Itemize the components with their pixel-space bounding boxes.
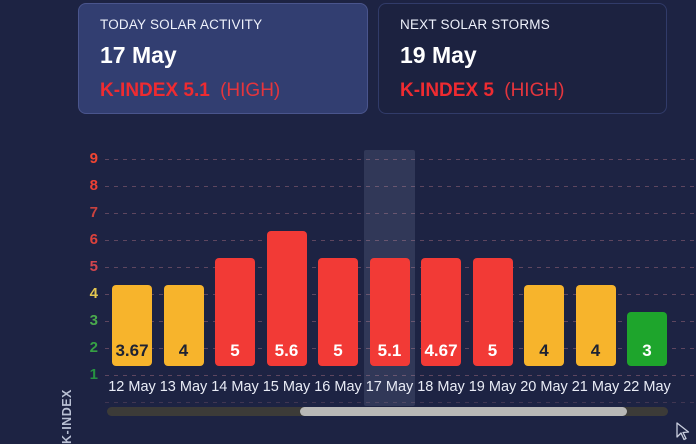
chart-horizontal-scrollbar-thumb[interactable] [300,407,627,416]
bar-17-May[interactable] [369,258,410,366]
bar-value-16-May: 5 [333,341,343,360]
today-kindex-level: (HIGH) [220,80,281,101]
y-tick-label-8: 8 [89,177,98,194]
bar-value-18-May: 4.67 [424,341,458,360]
x-axis-label-18-May: 18 May [417,379,465,395]
gridline-7 [105,213,696,214]
x-axis-label-15-May: 15 May [262,379,311,395]
x-axis-label-21-May: 21 May [571,379,620,395]
bar-value-13-May: 4 [178,341,189,360]
bar-value-12-May: 3.67 [115,341,149,360]
next-card-title: NEXT SOLAR STORMS [400,17,550,32]
bar-value-20-May: 4 [539,341,549,360]
x-axis-label-20-May: 20 May [520,379,568,395]
bar-value-14-May: 5 [230,341,240,360]
y-tick-label-5: 5 [89,258,98,275]
x-axis-label-17-May: 17 May [365,379,414,395]
bar-12-May[interactable] [112,285,152,366]
y-tick-label-2: 2 [89,339,98,356]
bar-18-May[interactable] [421,258,461,366]
bar-value-17-May: 5.1 [377,341,402,360]
gridline-9 [105,159,696,160]
x-axis-label-12-May: 12 May [108,379,156,395]
x-axis-label-19-May: 19 May [468,379,517,395]
gridline-0 [105,402,696,403]
x-axis-label-16-May: 16 May [314,379,362,395]
gridline-1 [105,375,696,376]
today-card-title: TODAY SOLAR ACTIVITY [100,17,263,32]
today-solar-activity-card: TODAY SOLAR ACTIVITY 17 May K-INDEX 5.1 … [78,3,368,114]
mouse-cursor-icon [676,422,690,441]
bar-20-May[interactable] [524,285,564,366]
next-kindex-value: K-INDEX 5 [400,80,494,101]
bar-16-May[interactable] [318,258,358,366]
x-axis-label-22-May: 22 May [623,379,671,395]
x-axis-label-14-May: 14 May [211,379,259,395]
next-solar-storms-card: NEXT SOLAR STORMS 19 May K-INDEX 5 (HIGH… [378,3,667,114]
y-tick-label-7: 7 [89,204,98,221]
chart-horizontal-scrollbar-track[interactable] [107,407,668,416]
bar-21-May[interactable] [575,285,616,366]
next-kindex-level: (HIGH) [504,80,565,101]
bar-value-19-May: 5 [487,341,498,360]
x-axis-label-13-May: 13 May [159,379,208,395]
y-tick-label-6: 6 [89,231,98,248]
bar-value-21-May: 4 [590,341,601,360]
gridline-6 [105,240,696,241]
next-card-date: 19 May [400,42,477,68]
bar-13-May[interactable] [163,285,204,366]
today-card-date: 17 May [100,42,177,68]
y-axis-title: K-INDEX [60,389,74,444]
bar-19-May[interactable] [472,258,513,366]
y-tick-label-9: 9 [89,150,98,167]
bar-22-May[interactable] [627,312,667,366]
gridline-8 [105,186,696,187]
y-tick-label-3: 3 [89,312,98,329]
today-card-kindex-line: K-INDEX 5.1 (HIGH) [100,80,347,102]
y-tick-label-1: 1 [89,366,98,383]
today-kindex-value: K-INDEX 5.1 [100,80,210,101]
next-card-kindex-line: K-INDEX 5 (HIGH) [400,80,646,102]
bar-15-May[interactable] [266,231,307,366]
y-tick-label-4: 4 [89,285,98,302]
bar-value-15-May: 5.6 [274,341,299,360]
bar-value-22-May: 3 [642,341,652,360]
bar-14-May[interactable] [215,258,255,366]
